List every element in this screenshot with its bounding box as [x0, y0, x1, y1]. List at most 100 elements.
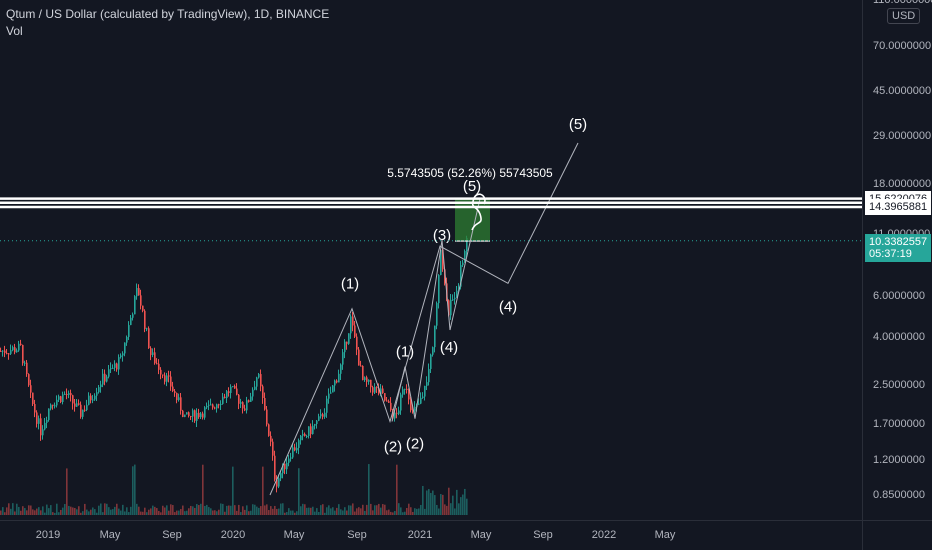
candle-body [176, 393, 178, 401]
candle-body [358, 349, 360, 366]
last-price-tag: 10.3382557 05:37:19 [865, 233, 931, 262]
candle-body [242, 402, 244, 409]
candle-body [292, 447, 294, 458]
volume-bar [88, 511, 90, 515]
volume-bar [386, 510, 388, 515]
candle-body [166, 375, 168, 382]
price-tick-label: 2.5000000 [873, 379, 925, 392]
candle-body [14, 347, 16, 353]
candle-body [202, 413, 204, 418]
volume-bar [376, 505, 378, 515]
time-tick-label: Sep [347, 529, 367, 541]
volume-bar [430, 492, 432, 515]
volume-bar [384, 504, 386, 515]
volume-bar [266, 504, 268, 515]
volume-bar [436, 504, 438, 515]
currency-button[interactable]: USD [887, 8, 921, 24]
candle-body [256, 377, 258, 387]
volume-bar [432, 490, 434, 515]
volume-bar [200, 503, 202, 515]
candle-body [54, 405, 56, 407]
candle-body [284, 463, 286, 470]
candle-body [368, 379, 370, 382]
candle-body [66, 393, 68, 395]
bar-countdown: 05:37:19 [869, 247, 912, 260]
candle-body [196, 412, 198, 421]
volume-bar [294, 512, 296, 515]
volume-bar [242, 506, 244, 515]
volume-bar [306, 507, 308, 515]
candle-body [290, 457, 292, 459]
candle-body [44, 422, 46, 430]
volume-bar [12, 503, 14, 515]
volume-bar [298, 468, 300, 515]
candle-body [440, 249, 442, 276]
volume-bar [434, 495, 436, 515]
volume-bar [392, 512, 394, 515]
candle-body [124, 342, 126, 354]
volume-bar [364, 510, 366, 515]
chart-pane[interactable]: 5.5743505 (52.26%) 55743505 (1) (2) (3) (4) (… [0, 0, 862, 520]
symbol-title[interactable]: Qtum / US Dollar (calculated by TradingV… [6, 7, 330, 21]
candle-body [386, 400, 388, 402]
candle-body [130, 317, 132, 326]
price-axis[interactable]: USD 110.0000000 70.0000000 45.0000000 29.00… [862, 0, 932, 520]
candle-body [118, 357, 120, 370]
volume-bar [304, 504, 306, 515]
volume-bar [108, 507, 110, 515]
volume-bar [222, 503, 224, 515]
volume-bar [34, 510, 36, 515]
candle-body [294, 447, 296, 451]
volume-bar [466, 498, 468, 515]
sub-wave-label: (2) [406, 436, 424, 453]
candle-body [456, 290, 458, 298]
volume-bar [336, 507, 338, 515]
volume-bar [404, 511, 406, 515]
candle-body [230, 386, 232, 393]
elliott-wave-drawing[interactable]: 5.5743505 (52.26%) 55743505 (1) (2) (3) (4) (… [269, 116, 587, 496]
price-chart[interactable]: 5.5743505 (52.26%) 55743505 (1) (2) (3) (4) (… [0, 0, 862, 520]
volume-bar [142, 511, 144, 515]
volume-bar [64, 504, 66, 515]
volume-bar [230, 505, 232, 515]
volume-bar [262, 466, 264, 515]
volume-bar [172, 505, 174, 515]
volume-bar [10, 508, 12, 515]
volume-bar [218, 509, 220, 515]
candle-body [464, 250, 466, 263]
candle-body [436, 303, 438, 326]
volume-bar [456, 489, 458, 515]
volume-bar [94, 509, 96, 515]
volume-bar [158, 510, 160, 515]
volume-bar [170, 504, 172, 515]
volume-bar [192, 506, 194, 515]
candle-body [110, 368, 112, 370]
horizontal-levels[interactable] [0, 197, 862, 242]
volume-bar [70, 506, 72, 515]
candle-body [82, 409, 84, 417]
range-measure-label: 5.5743505 (52.26%) 55743505 [387, 166, 553, 180]
volume-bar [132, 466, 134, 515]
candle-body [378, 388, 380, 394]
candle-body [306, 435, 308, 437]
volume-bar [168, 510, 170, 515]
volume-bar [74, 507, 76, 515]
volume-indicator-label[interactable]: Vol [6, 24, 23, 38]
candle-body [208, 404, 210, 406]
candle-body [136, 287, 138, 297]
candle-body [88, 395, 90, 405]
volume-bar [8, 503, 10, 515]
candle-body [46, 420, 48, 423]
volume-bar [388, 509, 390, 515]
price-tick-label: 45.0000000 [873, 84, 932, 97]
candle-body [454, 297, 456, 300]
volume-bar [146, 512, 148, 515]
volume-bar [46, 504, 48, 515]
candle-body [430, 354, 432, 369]
candle-body [20, 343, 22, 345]
volume-bar [234, 505, 236, 515]
candle-body [192, 410, 194, 417]
candle-body [28, 374, 30, 386]
time-axis[interactable]: 2019 May Sep 2020 May Sep 2021 May Sep 2022 May [0, 520, 862, 550]
candle-body [100, 384, 102, 388]
